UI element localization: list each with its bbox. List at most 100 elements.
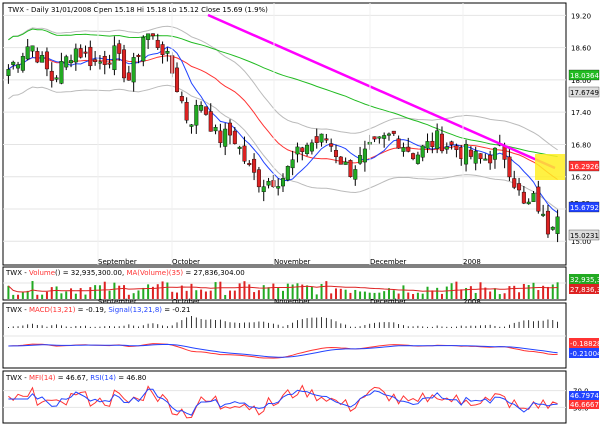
volume-bar — [556, 282, 559, 299]
candle — [20, 56, 25, 71]
candle — [545, 210, 550, 235]
volume-bar — [551, 284, 554, 299]
legend-part: = -0.21 — [162, 306, 190, 314]
candle — [324, 138, 329, 141]
candle — [401, 147, 406, 152]
volume-bar — [286, 283, 289, 299]
candle — [406, 146, 411, 152]
candle — [300, 147, 305, 152]
candle — [464, 143, 469, 165]
volume-bar — [147, 284, 150, 299]
price-marker-label: 15.6792 — [570, 204, 599, 212]
volume-bar — [45, 291, 48, 299]
candle — [40, 55, 45, 63]
candle — [411, 153, 416, 160]
price-tick-label: 16.20 — [571, 174, 591, 182]
volume-bar — [195, 290, 198, 299]
price-marker-label: 15.0231 — [570, 232, 599, 240]
volume-bar — [171, 291, 174, 299]
volume-bar — [416, 292, 419, 299]
candle — [430, 140, 435, 147]
volume-bar — [36, 294, 39, 299]
candle — [358, 155, 363, 164]
volume-bar — [354, 289, 357, 299]
volume-bar — [508, 286, 511, 299]
candle — [333, 150, 338, 158]
candle — [93, 59, 98, 62]
volume-bar — [306, 285, 309, 299]
candle — [377, 136, 382, 139]
candle — [117, 43, 122, 54]
volume-bar — [537, 290, 540, 299]
candle — [6, 69, 11, 76]
volume-bar — [257, 290, 260, 299]
volume-bar — [407, 292, 410, 299]
candle — [449, 141, 454, 145]
volume-month-label: December — [370, 298, 406, 306]
candle — [338, 156, 343, 165]
osc-marker-label: 46.7974 — [570, 392, 599, 400]
volume-bar — [503, 293, 506, 299]
volume-legend: TWX - Volume() = 32,935,300.00, MA(Volum… — [5, 269, 245, 277]
volume-bar — [469, 286, 472, 299]
candle — [126, 72, 131, 81]
legend-part: MA(Volume)(35) — [126, 269, 183, 277]
macd-legend: TWX - MACD(13,21) = -0.19, Signal(13,21,… — [5, 306, 190, 314]
volume-bar — [21, 292, 24, 299]
volume-bar — [513, 285, 516, 299]
price-marker-label: 17.6749 — [570, 89, 599, 97]
price-marker — [568, 201, 600, 213]
candle — [88, 46, 93, 67]
legend-part: TWX - — [5, 269, 29, 277]
candle — [232, 130, 237, 144]
volume-bar — [412, 294, 415, 299]
candle — [223, 128, 228, 147]
volume-bar — [527, 285, 530, 299]
volume-bar — [378, 292, 381, 299]
volume-bar — [113, 282, 116, 299]
volume-bar — [185, 290, 188, 299]
macd-marker-label: -0.18828 — [570, 340, 600, 348]
volume-bar — [74, 293, 77, 299]
candle — [362, 148, 367, 163]
macd-marker-label: -0.21004 — [570, 350, 600, 358]
volume-bar — [330, 293, 333, 299]
mfi-rsi-panel: TWX - MFI(14) = 46.67, RSI(14) = 46.80 7… — [2, 370, 599, 424]
volume-month-label: September — [98, 298, 137, 306]
legend-part: TWX - — [5, 374, 29, 382]
mfi-rsi-legend: TWX - MFI(14) = 46.67, RSI(14) = 46.80 — [5, 374, 146, 382]
volume-bar — [339, 288, 342, 299]
highlight-box — [535, 154, 565, 180]
candle — [155, 39, 160, 48]
candle — [555, 216, 560, 234]
volume-bar — [200, 289, 203, 299]
volume-bar — [209, 290, 212, 299]
price-tick-label: 19.20 — [571, 12, 591, 20]
legend-part: = 46.67, — [55, 374, 90, 382]
volume-bar — [392, 290, 395, 299]
candle — [271, 180, 276, 187]
volume-bar — [479, 282, 482, 299]
candle — [526, 201, 531, 205]
volume-bar — [151, 286, 154, 299]
volume-bar — [344, 289, 347, 299]
candle — [266, 180, 271, 186]
legend-part: = 46.80 — [116, 374, 146, 382]
volume-month-label: 2008 — [463, 298, 481, 306]
candle — [247, 162, 252, 166]
volume-bar — [450, 283, 453, 299]
candle — [78, 48, 83, 58]
candle — [473, 150, 478, 164]
volume-bar — [460, 289, 463, 299]
volume-marker-label: 32,935,3.. — [570, 276, 600, 284]
candle — [228, 122, 233, 136]
volume-bar — [334, 288, 337, 299]
candle — [160, 44, 165, 55]
candle — [35, 51, 40, 63]
volume-bar — [123, 285, 126, 299]
candle — [382, 135, 387, 139]
volume-bar — [229, 290, 232, 299]
volume-bar — [546, 286, 549, 299]
price-tick-label: 17.40 — [571, 109, 591, 117]
candle — [319, 133, 324, 143]
